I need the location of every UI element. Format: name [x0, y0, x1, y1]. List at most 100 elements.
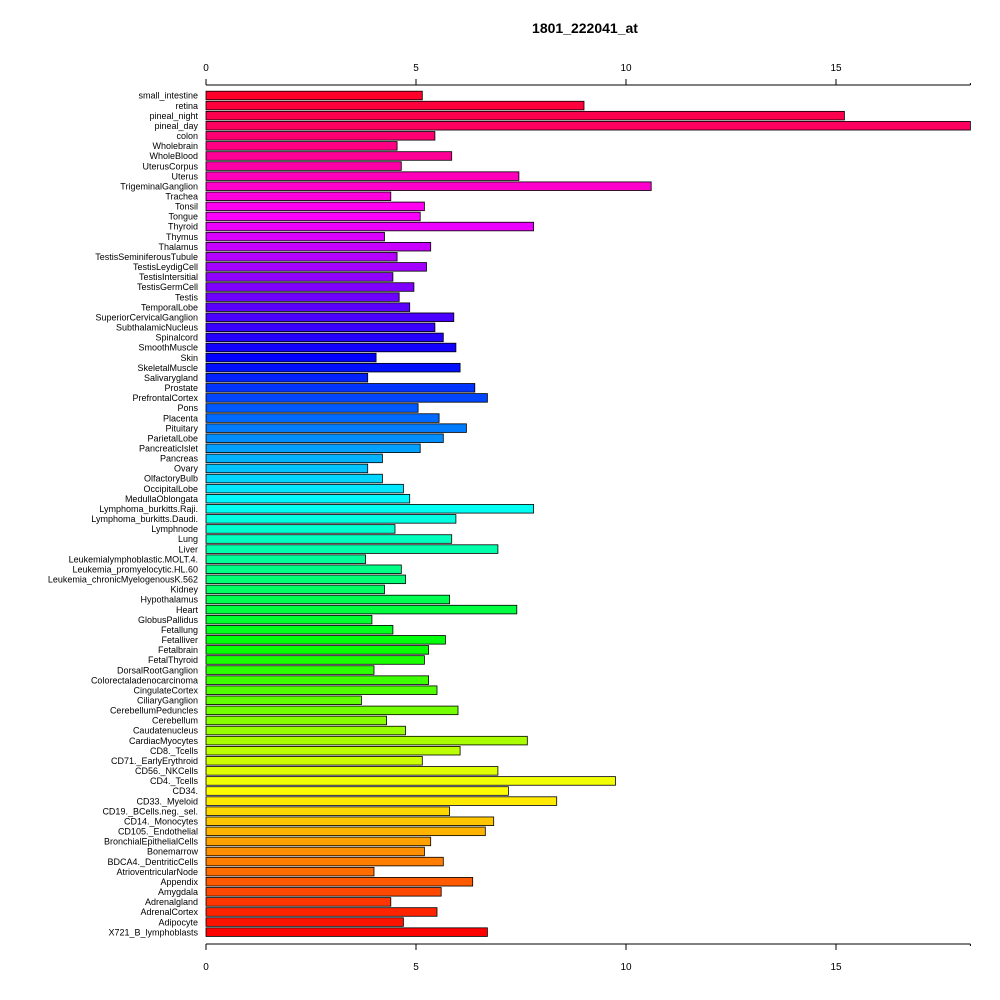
category-label: OlfactoryBulb — [144, 474, 198, 484]
bar — [205, 191, 392, 202]
tick-label: 0 — [203, 63, 209, 74]
category-label: AtrioventricularNode — [116, 867, 198, 877]
bar — [205, 645, 430, 655]
category-label: Fetallung — [161, 625, 198, 635]
bar — [205, 121, 971, 131]
category-label: Thalamus — [158, 242, 198, 252]
bar — [205, 362, 461, 373]
bar — [205, 877, 474, 887]
category-label: TestisSeminiferousTubule — [95, 252, 198, 262]
category-label: CD34. — [172, 786, 198, 796]
bar — [205, 826, 486, 837]
bar — [205, 181, 652, 191]
category-label: CD19._BCells.neg._sel. — [102, 806, 198, 816]
bar — [205, 917, 404, 927]
bar — [205, 302, 411, 312]
category-label: TestisLeydigCell — [133, 262, 198, 272]
bar — [205, 463, 369, 474]
category-label: MedullaOblongata — [125, 494, 198, 504]
bar — [205, 856, 444, 867]
bar — [205, 806, 451, 816]
bar — [205, 131, 436, 141]
bar — [205, 866, 375, 877]
category-label: Placenta — [163, 413, 198, 423]
bar — [205, 614, 373, 625]
category-label: Hypothalamus — [140, 595, 198, 605]
bar — [205, 746, 461, 756]
bar — [205, 413, 440, 423]
bar — [205, 292, 400, 302]
category-label: Thyroid — [168, 222, 198, 232]
bar — [205, 171, 520, 181]
category-label: Skin — [180, 353, 198, 363]
bar — [205, 897, 392, 907]
category-label: Adrenalgland — [145, 897, 198, 907]
category-label: Wholebrain — [152, 141, 198, 151]
category-label: ParietalLobe — [147, 433, 198, 443]
bar — [205, 100, 585, 111]
category-label: Tonsil — [175, 202, 198, 212]
category-label: CerebellumPeduncles — [110, 706, 199, 716]
bar — [205, 544, 499, 554]
top-x-axis: 0 5 10 15 — [203, 63, 971, 86]
bar — [205, 725, 406, 736]
category-label: Leukemia_chronicMyelogenousK.562 — [48, 575, 198, 585]
category-label: CD56._NKCells — [135, 766, 199, 776]
category-label: Caudatenucleus — [133, 726, 199, 736]
category-label: Trachea — [165, 192, 198, 202]
category-label: Prostate — [164, 383, 198, 393]
tick-label: 10 — [620, 63, 632, 74]
bar — [205, 393, 488, 403]
category-label: Fetalliver — [161, 635, 198, 645]
category-label: Bonemarrow — [147, 847, 199, 857]
category-label: TrigeminalGanglion — [120, 181, 198, 191]
bar — [205, 262, 427, 272]
bar — [205, 705, 459, 716]
bar — [205, 514, 457, 524]
bar — [205, 665, 375, 675]
bar — [205, 211, 421, 222]
bar — [205, 695, 362, 706]
category-label: Adipocyte — [158, 917, 198, 927]
bar — [205, 423, 467, 433]
category-label: UterusCorpus — [142, 161, 198, 171]
bar — [205, 846, 425, 857]
bar — [205, 282, 415, 292]
bar — [205, 483, 404, 494]
bar — [205, 796, 558, 806]
category-label: Salivarygland — [144, 373, 198, 383]
bar — [205, 735, 528, 746]
category-label: Lymphoma_burkitts.Raji. — [99, 504, 198, 514]
category-label: Spinalcord — [155, 333, 198, 343]
category-label: Heart — [176, 605, 199, 615]
category-label: pineal_day — [154, 121, 198, 131]
bar — [205, 635, 446, 645]
bar — [205, 907, 438, 917]
category-label: TestisGermCell — [137, 282, 198, 292]
category-label: Lung — [178, 534, 198, 544]
bar — [205, 786, 509, 796]
bar — [205, 383, 476, 393]
bar — [205, 110, 845, 121]
category-label: Fetalbrain — [158, 645, 198, 655]
bar — [205, 221, 535, 232]
bar — [205, 524, 396, 534]
category-label: SkeletalMuscle — [137, 363, 198, 373]
bar — [205, 756, 423, 766]
bar — [205, 231, 385, 242]
category-label: FetalThyroid — [148, 655, 198, 665]
bar — [205, 342, 457, 353]
category-label: Kidney — [170, 585, 198, 595]
category-label: Uterus — [171, 171, 198, 181]
category-label: CingulateCortex — [133, 685, 198, 695]
category-label: Cerebellum — [152, 716, 198, 726]
category-label: Pons — [177, 403, 198, 413]
bar — [205, 151, 453, 161]
category-label: Thymus — [166, 232, 199, 242]
bar — [205, 594, 451, 605]
tick-label: 5 — [413, 962, 419, 973]
category-label: Leukemia_promyelocytic.HL.60 — [72, 564, 198, 574]
category-label: CD14._Monocytes — [124, 816, 199, 826]
category-label: Appendix — [160, 877, 198, 887]
bar — [205, 715, 388, 726]
